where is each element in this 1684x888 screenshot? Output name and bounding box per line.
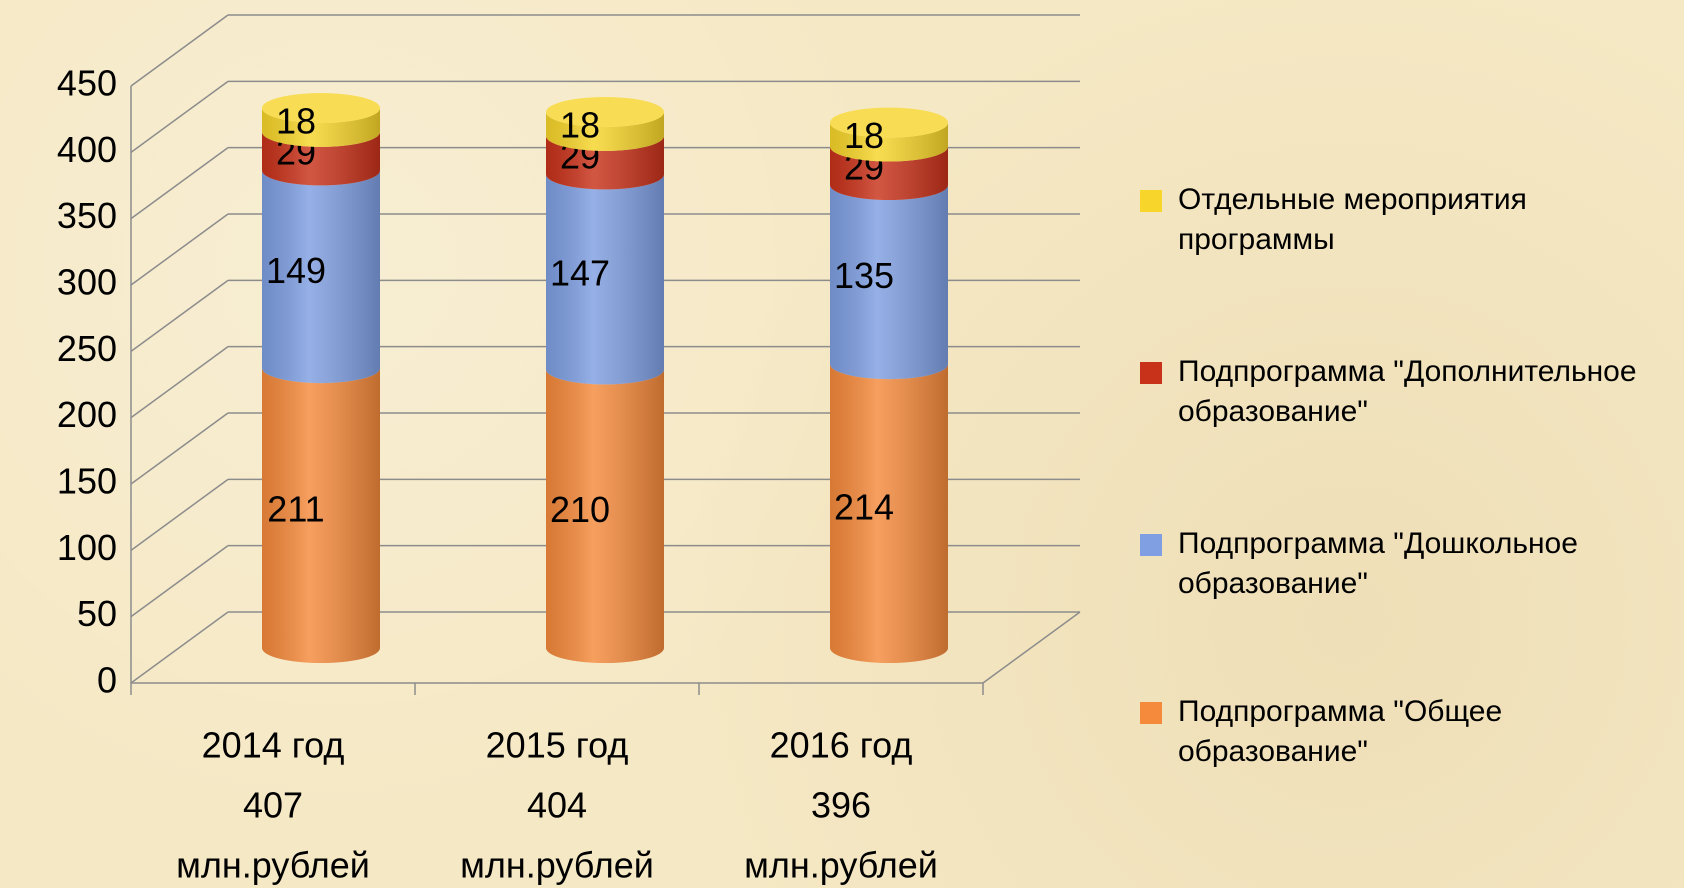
x-tick-label: 396 <box>811 785 871 826</box>
bar-shade <box>830 364 948 663</box>
grid-line-side <box>130 279 229 352</box>
data-label: 211 <box>267 489 324 530</box>
x-tick-label: 407 <box>243 785 303 826</box>
grid-line-side <box>130 213 229 286</box>
grid-line-side <box>130 412 229 485</box>
y-tick-label: 200 <box>57 394 117 435</box>
grid-line-side <box>130 611 229 684</box>
bar-cap-shade <box>546 97 664 128</box>
x-tick-label: 2015 год <box>486 725 629 766</box>
y-tick-label: 100 <box>57 527 117 568</box>
data-label: 18 <box>276 101 316 142</box>
bar-cap <box>262 93 380 124</box>
x-tick-label: млн.рублей <box>744 845 938 886</box>
bar-shade <box>262 108 380 147</box>
x-tick-label: 2016 год <box>770 725 913 766</box>
legend-swatch <box>1140 362 1162 384</box>
y-tick-label: 450 <box>57 63 117 104</box>
floor-edge <box>982 611 1081 684</box>
legend-label: Подпрограмма "Дополнительное образование… <box>1178 355 1637 428</box>
y-tick-label: 150 <box>57 461 117 502</box>
data-label: 210 <box>550 489 610 530</box>
y-tick-label: 350 <box>57 195 117 236</box>
grid-line-side <box>130 80 229 153</box>
bar-shade <box>262 170 380 384</box>
grid-line-side <box>130 14 229 87</box>
bar-shade <box>546 112 664 151</box>
bar-shade <box>830 146 948 200</box>
data-label: 149 <box>266 250 326 291</box>
bar-shade <box>830 184 948 380</box>
bar-cap-shade <box>262 93 380 124</box>
data-label: 135 <box>834 255 894 296</box>
bar-cap <box>830 107 948 138</box>
data-label: 18 <box>844 115 884 156</box>
data-label: 214 <box>834 487 894 528</box>
bar-cap-shade <box>830 107 948 138</box>
x-tick-label: млн.рублей <box>460 845 654 886</box>
bar-shade <box>830 122 948 162</box>
y-tick-label: 300 <box>57 262 117 303</box>
grid-line-side <box>130 346 229 419</box>
bar-shade <box>262 131 380 186</box>
bar-shade <box>546 135 664 190</box>
legend-swatch <box>1140 702 1162 724</box>
data-label: 147 <box>550 252 610 293</box>
data-label: 18 <box>560 104 600 145</box>
legend-label: Подпрограмма "Дошкольное образование" <box>1178 527 1578 600</box>
bar-shade <box>546 369 664 663</box>
grid-line-side <box>130 147 229 220</box>
bar-shade <box>546 174 664 385</box>
grid-line-side <box>130 545 229 618</box>
bar-shade <box>262 368 380 663</box>
bar-cap <box>546 97 664 128</box>
x-tick-label: 2014 год <box>202 725 345 766</box>
x-tick-label: 404 <box>527 785 587 826</box>
y-tick-label: 50 <box>77 593 117 634</box>
y-tick-label: 400 <box>57 129 117 170</box>
grid-line-side <box>130 478 229 551</box>
x-tick-label: млн.рублей <box>176 845 370 886</box>
legend-swatch <box>1140 190 1162 212</box>
legend-swatch <box>1140 534 1162 556</box>
legend-label: Отдельные мероприятия программы <box>1178 183 1527 256</box>
y-tick-label: 0 <box>97 660 117 701</box>
legend-label: Подпрограмма "Общее образование" <box>1178 695 1503 768</box>
y-tick-label: 250 <box>57 328 117 369</box>
